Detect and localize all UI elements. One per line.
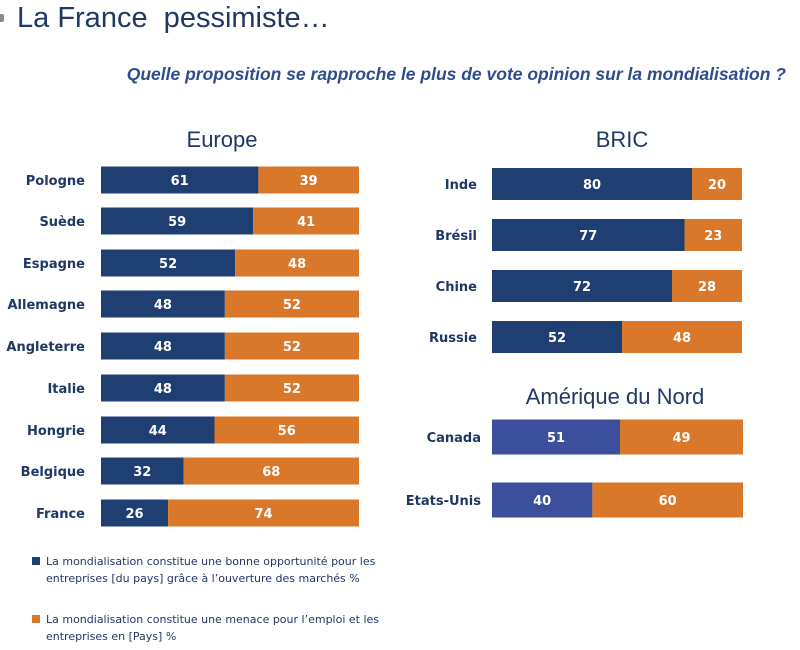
- bar-opportunity-allemagne: [101, 290, 225, 318]
- category-label-belgique: Belgique: [21, 465, 86, 480]
- bar-threat-hongrie: [214, 416, 359, 444]
- category-label-angleterre: Angleterre: [6, 340, 85, 355]
- value-label-opportunity-belgique: 32: [133, 465, 151, 480]
- bar-threat-canada: [620, 419, 743, 455]
- page-title: La France pessimiste…: [17, 2, 330, 34]
- category-label-bresil: Brésil: [435, 229, 477, 244]
- bar-threat-belgique: [183, 457, 359, 485]
- panel-title-bric: BRIC: [596, 127, 649, 152]
- category-label-allemagne: Allemagne: [8, 298, 86, 313]
- value-label-opportunity-espagne: 52: [159, 257, 177, 272]
- bar-threat-pologne: [258, 166, 359, 194]
- category-label-france: France: [36, 507, 85, 522]
- bar-opportunity-bresil: [492, 219, 685, 251]
- value-label-threat-hongrie: 56: [278, 424, 296, 439]
- bar-opportunity-espagne: [101, 249, 236, 277]
- value-label-threat-bresil: 23: [704, 229, 722, 244]
- value-label-opportunity-canada: 51: [547, 431, 565, 446]
- value-label-opportunity-bresil: 77: [579, 229, 597, 244]
- bar-opportunity-inde: [492, 168, 692, 200]
- value-label-opportunity-france: 26: [125, 507, 143, 522]
- bar-opportunity-etats-unis: [492, 482, 593, 518]
- bar-threat-chine: [672, 270, 742, 302]
- bar-threat-suede: [253, 207, 359, 235]
- bar-threat-russie: [622, 321, 742, 353]
- bar-threat-france: [168, 499, 359, 527]
- value-label-threat-italie: 52: [283, 382, 301, 397]
- bar-opportunity-france: [101, 499, 169, 527]
- bar-opportunity-hongrie: [101, 416, 215, 444]
- value-label-threat-belgique: 68: [262, 465, 280, 480]
- bar-threat-angleterre: [224, 332, 359, 360]
- page-subtitle: Quelle proposition se rapproche le plus …: [126, 64, 786, 84]
- value-label-threat-etats-unis: 60: [659, 494, 677, 509]
- category-label-chine: Chine: [436, 280, 478, 295]
- value-label-opportunity-suede: 59: [168, 215, 186, 230]
- value-label-opportunity-allemagne: 48: [154, 298, 172, 313]
- category-label-russie: Russie: [429, 331, 477, 346]
- category-label-inde: Inde: [445, 178, 477, 193]
- category-label-espagne: Espagne: [23, 257, 85, 272]
- category-label-pologne: Pologne: [26, 174, 85, 189]
- value-label-threat-pologne: 39: [300, 174, 318, 189]
- value-label-threat-allemagne: 52: [283, 298, 301, 313]
- value-label-opportunity-inde: 80: [583, 178, 601, 193]
- panel-title-amerique-du-nord: Amérique du Nord: [526, 384, 705, 409]
- bar-opportunity-chine: [492, 270, 672, 302]
- bar-threat-bresil: [684, 219, 742, 251]
- bar-opportunity-suede: [101, 207, 254, 235]
- value-label-threat-canada: 49: [672, 431, 690, 446]
- bar-threat-inde: [692, 168, 742, 200]
- value-label-opportunity-etats-unis: 40: [533, 494, 551, 509]
- value-label-threat-suede: 41: [297, 215, 315, 230]
- legend-swatch-threat: [32, 615, 40, 623]
- bar-opportunity-canada: [492, 419, 621, 455]
- value-label-opportunity-italie: 48: [154, 382, 172, 397]
- legend-opportunity: La mondialisation constitue une bonne op…: [32, 553, 412, 587]
- bar-opportunity-belgique: [101, 457, 184, 485]
- category-label-italie: Italie: [47, 382, 85, 397]
- title-bullet-marker: [0, 14, 4, 22]
- value-label-threat-chine: 28: [698, 280, 716, 295]
- bar-threat-espagne: [235, 249, 359, 277]
- value-label-threat-inde: 20: [708, 178, 726, 193]
- category-label-canada: Canada: [427, 431, 481, 446]
- legend-threat: La mondialisation constitue une menace p…: [32, 611, 412, 645]
- bar-opportunity-italie: [101, 374, 225, 402]
- value-label-threat-angleterre: 52: [283, 340, 301, 355]
- bar-opportunity-russie: [492, 321, 622, 353]
- panel-title-europe: Europe: [187, 127, 258, 152]
- category-label-suede: Suède: [39, 215, 85, 230]
- legend-swatch-opportunity: [32, 557, 40, 565]
- value-label-threat-russie: 48: [673, 331, 691, 346]
- bar-threat-etats-unis: [592, 482, 743, 518]
- bar-opportunity-angleterre: [101, 332, 225, 360]
- value-label-opportunity-pologne: 61: [171, 174, 189, 189]
- value-label-threat-espagne: 48: [288, 257, 306, 272]
- value-label-opportunity-hongrie: 44: [149, 424, 167, 439]
- category-label-etats-unis: Etats-Unis: [406, 494, 481, 509]
- legend-label-threat: La mondialisation constitue une menace p…: [46, 613, 380, 643]
- value-label-threat-france: 74: [254, 507, 272, 522]
- value-label-opportunity-russie: 52: [548, 331, 566, 346]
- value-label-opportunity-angleterre: 48: [154, 340, 172, 355]
- value-label-opportunity-chine: 72: [573, 280, 591, 295]
- legend-label-opportunity: La mondialisation constitue une bonne op…: [46, 555, 376, 585]
- bar-opportunity-pologne: [101, 166, 259, 194]
- bar-threat-allemagne: [224, 290, 359, 318]
- category-label-hongrie: Hongrie: [27, 424, 85, 439]
- bar-threat-italie: [224, 374, 359, 402]
